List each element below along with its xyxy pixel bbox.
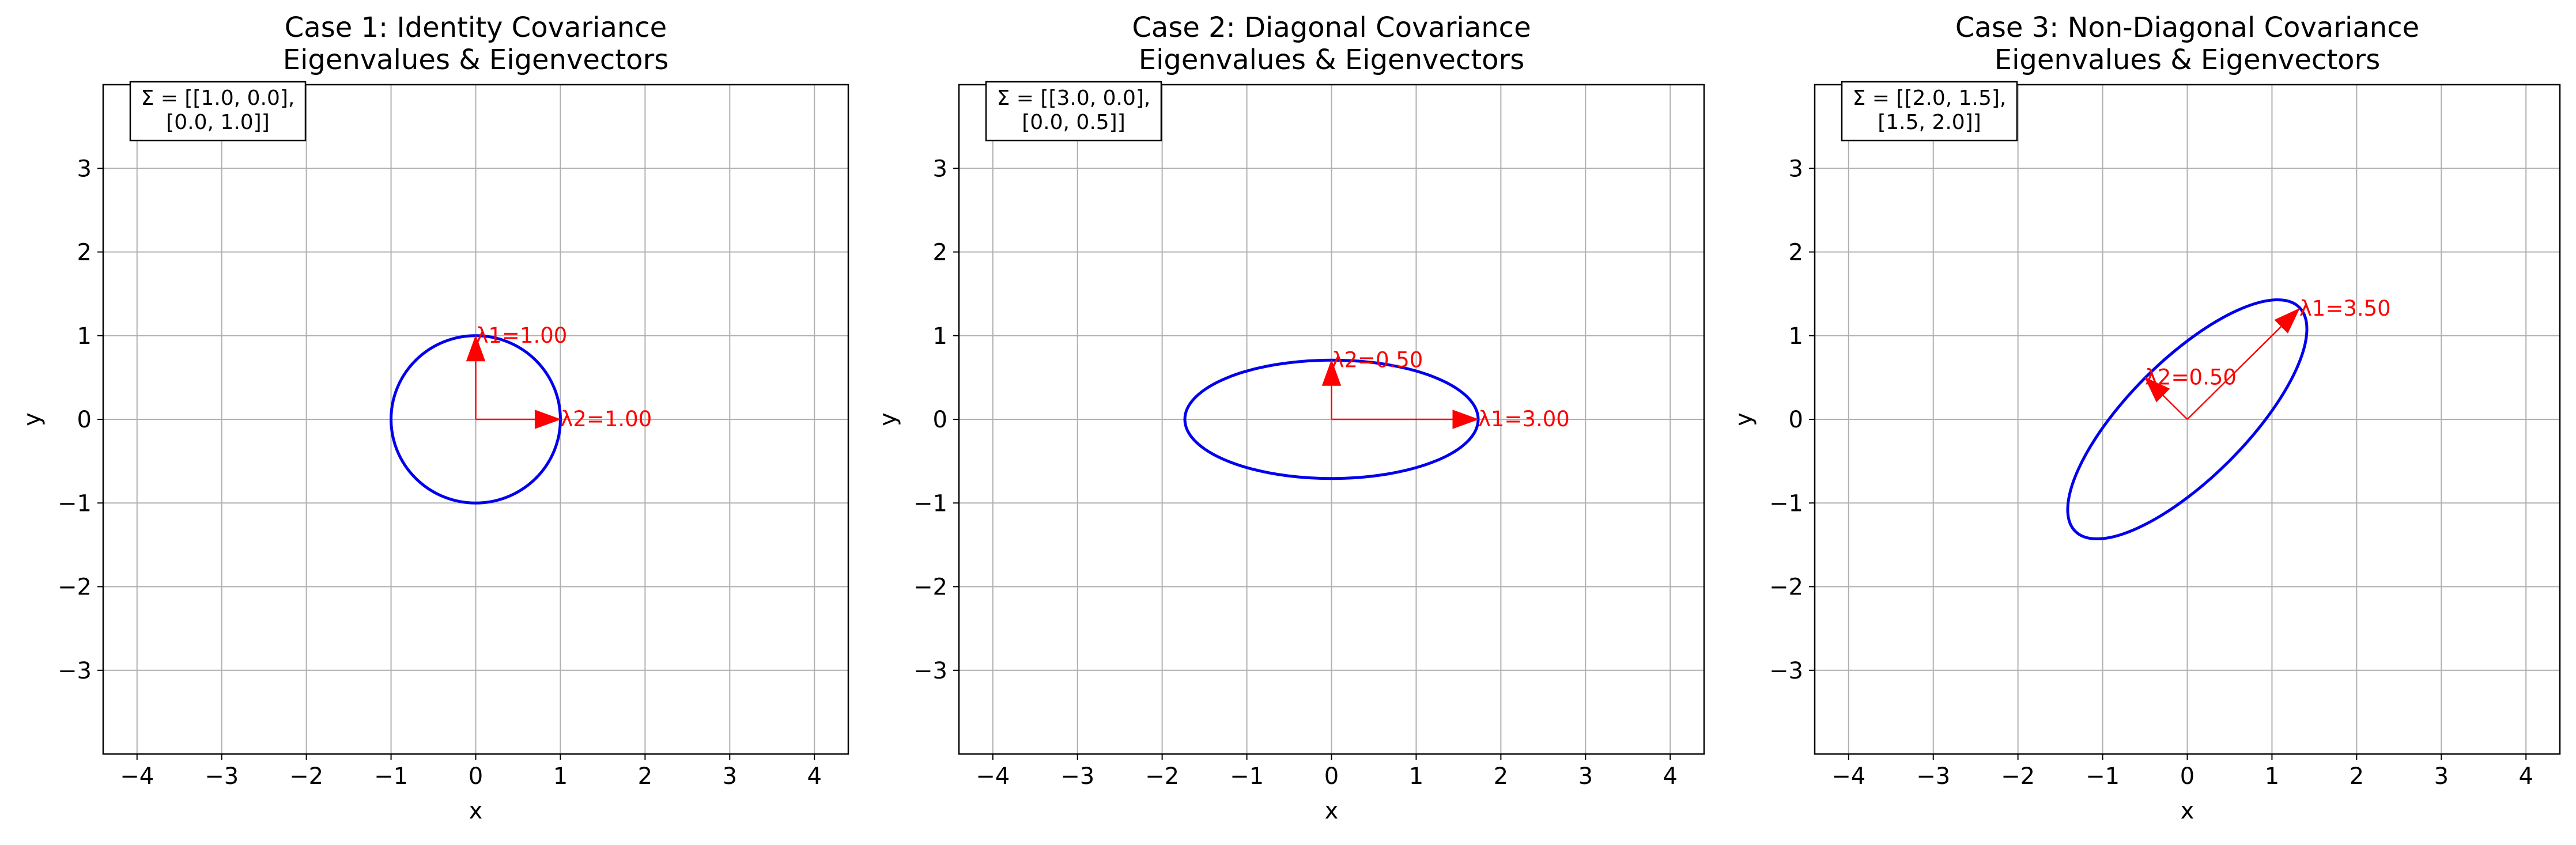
y-tick-label: 3 bbox=[933, 156, 947, 182]
x-tick-label: 4 bbox=[807, 763, 822, 790]
y-tick-label: −2 bbox=[58, 574, 92, 601]
y-tick-label: −1 bbox=[1769, 490, 1803, 517]
x-tick-label: −3 bbox=[1916, 763, 1950, 790]
y-tick-label: 0 bbox=[933, 407, 947, 433]
y-tick-label: 3 bbox=[77, 156, 92, 182]
x-tick-label: −4 bbox=[120, 763, 154, 790]
x-tick-label: 3 bbox=[723, 763, 737, 790]
chart-panel-3: −4 −3 −2 −1 0 1 2 3 4 −3 −2 −1 0 1 2 3 x y Case 3: Non-Dia… bbox=[1731, 12, 2561, 824]
chart-title-line-1: Case 2: Diagonal Covariance bbox=[1132, 12, 1531, 44]
covariance-matrix-line-2: [1.5, 2.0]] bbox=[1878, 111, 1981, 134]
y-tick-label: 3 bbox=[1789, 156, 1803, 182]
y-tick-label: 1 bbox=[933, 323, 947, 350]
axes-frame bbox=[102, 84, 849, 755]
x-tick-label: 0 bbox=[2180, 763, 2194, 790]
x-tick-label: 3 bbox=[1578, 763, 1593, 790]
plot-content: λ1=1.00 λ2=1.00 bbox=[390, 323, 652, 505]
y-tick-label: 2 bbox=[933, 240, 947, 266]
eigenvector-arrowhead-1 bbox=[466, 335, 486, 362]
chart-title-line-1: Case 1: Identity Covariance bbox=[285, 12, 667, 44]
x-tick-label: 3 bbox=[2434, 763, 2449, 790]
covariance-matrix-box bbox=[129, 81, 307, 142]
y-tick-label: 2 bbox=[77, 240, 92, 266]
chart-title-line-2: Eigenvalues & Eigenvectors bbox=[1139, 44, 1525, 76]
y-tick-label: −3 bbox=[1769, 658, 1803, 684]
eigenvalue-label-1: λ1=3.00 bbox=[1478, 407, 1570, 431]
eigenvalue-label-1: λ1=3.50 bbox=[2299, 296, 2391, 321]
covariance-matrix-box bbox=[985, 81, 1162, 142]
axes-frame bbox=[958, 84, 1705, 755]
eigenvector-arrowhead-1 bbox=[2274, 308, 2300, 334]
covariance-matrix-line-2: [0.0, 0.5]] bbox=[1022, 111, 1125, 134]
x-tick-label: −4 bbox=[976, 763, 1010, 790]
x-tick-label: 4 bbox=[1663, 763, 1678, 790]
x-tick-label: 0 bbox=[469, 763, 483, 790]
eigenvalue-label-1: λ1=1.00 bbox=[476, 323, 568, 348]
chart-title-line-2: Eigenvalues & Eigenvectors bbox=[1995, 44, 2381, 76]
y-tick-label: −2 bbox=[1769, 574, 1803, 601]
chart-panel-2: −4 −3 −2 −1 0 1 2 3 4 −3 −2 −1 0 1 2 3 x y Case 2: Diagona… bbox=[875, 12, 1705, 824]
eigenvector-arrowhead-2 bbox=[2144, 377, 2170, 403]
x-tick-label: −4 bbox=[1831, 763, 1865, 790]
y-tick-label: 1 bbox=[1789, 323, 1803, 350]
x-axis-label: x bbox=[1325, 798, 1339, 824]
y-axis-label: y bbox=[1731, 412, 1757, 426]
axes-frame bbox=[1814, 84, 2561, 755]
x-tick-label: −2 bbox=[289, 763, 323, 790]
x-tick-label: −2 bbox=[1145, 763, 1179, 790]
x-tick-label: 2 bbox=[2350, 763, 2364, 790]
y-tick-label: −2 bbox=[913, 574, 947, 601]
x-tick-label: −2 bbox=[2001, 763, 2035, 790]
y-tick-label: −1 bbox=[913, 490, 947, 517]
x-tick-label: 0 bbox=[1324, 763, 1339, 790]
x-tick-label: −1 bbox=[2086, 763, 2120, 790]
covariance-matrix-line-1: Σ = [[3.0, 0.0], bbox=[997, 86, 1151, 110]
y-tick-label: 1 bbox=[77, 323, 92, 350]
x-tick-label: 2 bbox=[638, 763, 652, 790]
chart-title-line-2: Eigenvalues & Eigenvectors bbox=[283, 44, 669, 76]
eigenvalue-label-2: λ2=0.50 bbox=[2145, 365, 2237, 389]
plot-content: λ1=3.00 λ2=0.50 bbox=[1183, 347, 1570, 480]
x-axis-label: x bbox=[2181, 798, 2194, 824]
x-tick-label: −1 bbox=[374, 763, 408, 790]
covariance-matrix-line-2: [0.0, 1.0]] bbox=[166, 111, 270, 134]
x-tick-label: 2 bbox=[1494, 763, 1508, 790]
x-tick-label: −1 bbox=[1230, 763, 1264, 790]
eigenvalue-label-2: λ2=1.00 bbox=[560, 407, 652, 431]
y-tick-label: 0 bbox=[1789, 407, 1803, 433]
covariance-matrix-line-1: Σ = [[1.0, 0.0], bbox=[141, 86, 295, 110]
x-axis-label: x bbox=[469, 798, 483, 824]
plot-content: λ1=3.50 λ2=0.50 bbox=[2066, 296, 2391, 541]
y-tick-label: −3 bbox=[913, 658, 947, 684]
y-axis-label: y bbox=[19, 412, 46, 426]
y-tick-label: −1 bbox=[58, 490, 92, 517]
eigenvector-arrowhead-2 bbox=[1321, 359, 1342, 386]
covariance-matrix-line-1: Σ = [[2.0, 1.5], bbox=[1853, 86, 2007, 110]
x-tick-label: 4 bbox=[2519, 763, 2533, 790]
y-tick-label: 2 bbox=[1789, 240, 1803, 266]
x-tick-label: −3 bbox=[205, 763, 239, 790]
x-tick-label: 1 bbox=[553, 763, 568, 790]
chart-panel-1: −4 −3 −2 −1 0 1 2 3 4 −3 −2 −1 0 1 2 3 x y Case 1: Identit… bbox=[19, 12, 849, 824]
eigenvector-arrowhead-1 bbox=[1452, 410, 1479, 429]
eigenvalue-label-2: λ2=0.50 bbox=[1332, 347, 1423, 372]
chart-title-line-1: Case 3: Non-Diagonal Covariance bbox=[1955, 12, 2419, 44]
y-axis-label: y bbox=[875, 412, 901, 426]
y-tick-label: −3 bbox=[58, 658, 92, 684]
x-tick-label: 1 bbox=[2265, 763, 2279, 790]
eigenvector-shaft-1 bbox=[2186, 308, 2300, 420]
y-tick-label: 0 bbox=[77, 407, 92, 433]
x-tick-label: −3 bbox=[1060, 763, 1094, 790]
eigenvector-arrowhead-2 bbox=[534, 410, 561, 429]
x-tick-label: 1 bbox=[1409, 763, 1423, 790]
covariance-matrix-box bbox=[1841, 81, 2018, 142]
